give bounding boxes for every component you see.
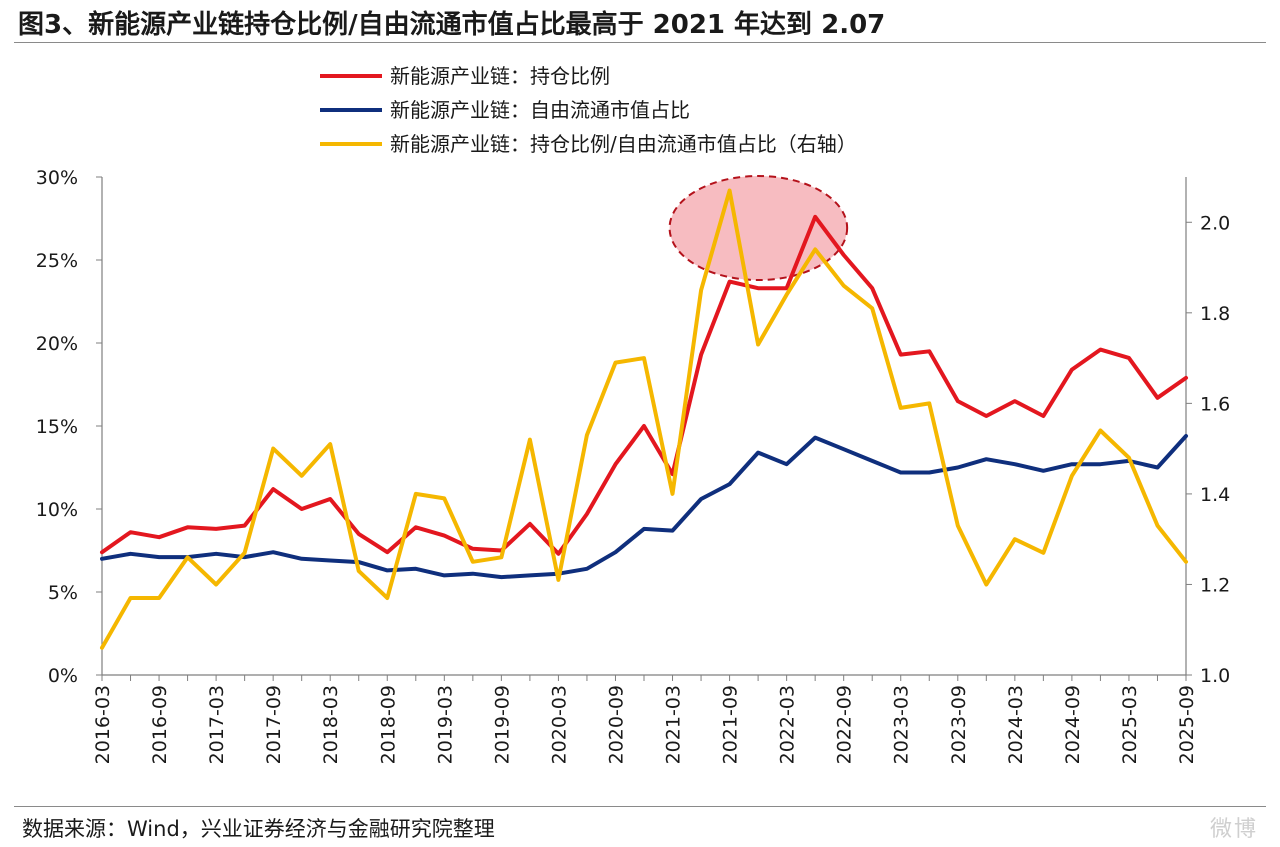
series-line-2	[100, 434, 1188, 580]
x-tick-label: 2018-09	[377, 685, 399, 764]
x-tick-label: 2025-03	[1119, 685, 1141, 764]
right-y-tick-label: 1.6	[1200, 393, 1230, 415]
x-tick-label: 2019-03	[434, 685, 456, 764]
x-tick-label: 2023-09	[948, 685, 970, 764]
x-tick-label: 2017-09	[263, 685, 285, 764]
series-line-3	[100, 188, 1188, 650]
footer-divider	[14, 806, 1266, 807]
left-y-tick-label: 0%	[48, 665, 78, 687]
left-y-tick-label: 20%	[36, 333, 78, 355]
x-tick-label: 2024-03	[1005, 685, 1027, 764]
x-tick-label: 2019-09	[491, 685, 513, 764]
x-tick-label: 2016-03	[92, 685, 114, 764]
left-y-tick-label: 30%	[36, 167, 78, 189]
x-tick-label: 2016-09	[149, 685, 171, 764]
right-y-tick-label: 1.4	[1200, 484, 1230, 506]
x-tick-label: 2020-09	[605, 685, 627, 764]
left-y-tick-label: 15%	[36, 416, 78, 438]
x-tick-label: 2025-09	[1176, 685, 1198, 764]
left-y-tick-label: 25%	[36, 250, 78, 272]
source-note: 数据来源：Wind，兴业证券经济与金融研究院整理	[22, 817, 495, 841]
legend-label-3: 新能源产业链：持仓比例/自由流通市值占比（右轴）	[390, 132, 857, 156]
legend-label-1: 新能源产业链：持仓比例	[390, 64, 610, 88]
left-y-tick-label: 10%	[36, 499, 78, 521]
x-tick-label: 2022-09	[834, 685, 856, 764]
x-tick-label: 2021-03	[663, 685, 685, 764]
right-y-tick-label: 1.0	[1200, 665, 1230, 687]
x-tick-label: 2023-03	[891, 685, 913, 764]
watermark: 微博	[1209, 817, 1258, 842]
x-tick-label: 2024-09	[1062, 685, 1084, 764]
right-y-tick-label: 2.0	[1200, 212, 1230, 234]
x-tick-label: 2022-03	[777, 685, 799, 764]
title-divider	[14, 42, 1266, 43]
highlight-ellipse-annotation	[668, 175, 849, 281]
x-tick-label: 2020-03	[548, 685, 570, 764]
series-line-1	[100, 214, 1188, 556]
left-y-tick-label: 5%	[48, 582, 78, 604]
x-tick-label: 2021-09	[720, 685, 742, 764]
right-y-tick-label: 1.8	[1200, 303, 1230, 325]
legend-label-2: 新能源产业链：自由流通市值占比	[390, 98, 690, 122]
x-tick-label: 2017-03	[206, 685, 228, 764]
x-tick-label: 2018-03	[320, 685, 342, 764]
right-y-tick-label: 1.2	[1200, 574, 1230, 596]
chart-title: 图3、新能源产业链持仓比例/自由流通市值占比最高于 2021 年达到 2.07	[18, 10, 886, 40]
